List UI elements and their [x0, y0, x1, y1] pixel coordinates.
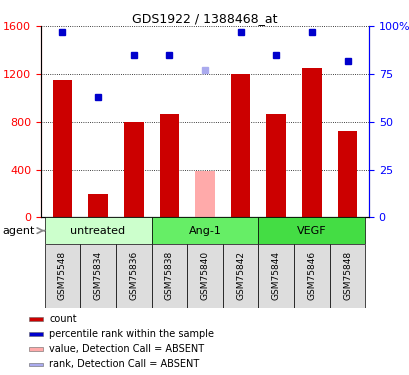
- Text: untreated: untreated: [70, 226, 125, 236]
- Bar: [151, 217, 258, 244]
- Text: Ang-1: Ang-1: [188, 226, 221, 236]
- Text: GSM75548: GSM75548: [58, 251, 67, 300]
- Bar: [187, 244, 222, 308]
- Text: GSM75844: GSM75844: [271, 251, 280, 300]
- Bar: [116, 244, 151, 308]
- Bar: [222, 244, 258, 308]
- Bar: [29, 347, 43, 351]
- Bar: [124, 122, 143, 218]
- Text: GSM75842: GSM75842: [236, 251, 245, 300]
- Text: value, Detection Call = ABSENT: value, Detection Call = ABSENT: [49, 344, 204, 354]
- Bar: [266, 114, 285, 218]
- Bar: [258, 244, 293, 308]
- Bar: [80, 244, 116, 308]
- Text: percentile rank within the sample: percentile rank within the sample: [49, 329, 213, 339]
- Title: GDS1922 / 1388468_at: GDS1922 / 1388468_at: [132, 12, 277, 25]
- Bar: [230, 74, 250, 217]
- Bar: [301, 68, 321, 218]
- Text: rank, Detection Call = ABSENT: rank, Detection Call = ABSENT: [49, 360, 199, 369]
- Text: GSM75848: GSM75848: [342, 251, 351, 300]
- Bar: [52, 80, 72, 218]
- Bar: [29, 316, 43, 321]
- Bar: [151, 244, 187, 308]
- Text: GSM75840: GSM75840: [200, 251, 209, 300]
- Bar: [159, 114, 179, 218]
- Bar: [195, 171, 214, 217]
- Text: GSM75846: GSM75846: [307, 251, 316, 300]
- Bar: [258, 217, 364, 244]
- Text: agent: agent: [2, 226, 34, 236]
- Bar: [88, 194, 108, 217]
- Bar: [329, 244, 364, 308]
- Bar: [337, 132, 357, 218]
- Bar: [45, 244, 80, 308]
- Text: count: count: [49, 314, 76, 324]
- Bar: [29, 363, 43, 366]
- Bar: [45, 217, 151, 244]
- Bar: [29, 332, 43, 336]
- Text: GSM75838: GSM75838: [164, 251, 173, 300]
- Bar: [293, 244, 329, 308]
- Text: GSM75836: GSM75836: [129, 251, 138, 300]
- Text: GSM75834: GSM75834: [93, 251, 102, 300]
- Text: VEGF: VEGF: [297, 226, 326, 236]
